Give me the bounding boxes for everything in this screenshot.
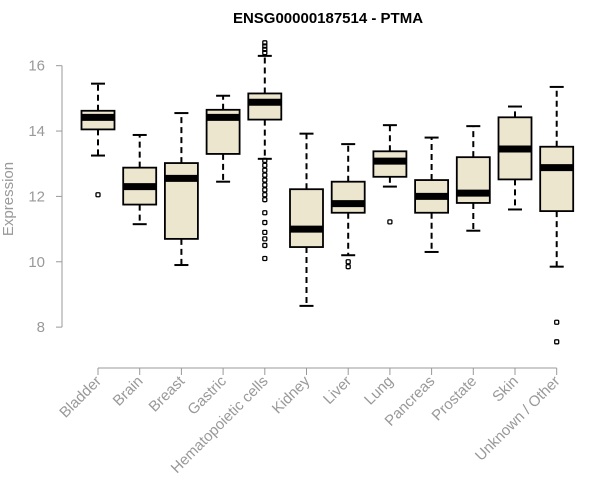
- x-tick-label: Skin: [489, 373, 522, 406]
- outlier-point: [262, 236, 268, 242]
- outlier-point: [262, 172, 268, 178]
- box-group: [330, 143, 366, 270]
- box-group: [372, 124, 408, 225]
- y-tick-label: 12: [28, 188, 45, 205]
- outlier-point: [262, 167, 268, 173]
- box-group: [205, 94, 241, 183]
- outlier-point: [345, 259, 351, 265]
- outlier-point: [387, 219, 393, 225]
- x-tick-label: Breast: [146, 372, 189, 415]
- outlier-point: [262, 210, 268, 216]
- outlier-point: [554, 319, 560, 325]
- box-group: [414, 136, 450, 253]
- y-tick-label: 8: [37, 319, 45, 336]
- box-group: [80, 82, 116, 198]
- x-tick-label: Prostate: [429, 373, 481, 425]
- outlier-point: [262, 192, 268, 198]
- outlier-point: [262, 46, 268, 52]
- y-axis: 8 10 12 14 16: [28, 58, 63, 336]
- outlier-point: [262, 40, 268, 46]
- box-group: [497, 105, 533, 211]
- outlier-point: [95, 192, 101, 198]
- outlier-point: [262, 157, 268, 164]
- iqr-box: [330, 180, 366, 214]
- outlier-point: [262, 182, 268, 188]
- outlier-point: [345, 264, 351, 270]
- y-tick-label: 14: [28, 123, 45, 140]
- chart-title: ENSG00000187514 - PTMA: [233, 10, 423, 27]
- outlier-point: [554, 339, 560, 345]
- outlier-point: [262, 219, 268, 226]
- x-tick-label: Lung: [361, 373, 397, 409]
- y-tick-label: 16: [28, 58, 45, 75]
- outlier-point: [262, 187, 268, 193]
- box-group: [289, 132, 324, 307]
- x-tick-label: Liver: [320, 373, 355, 408]
- outlier-point: [262, 197, 268, 203]
- box-group: [539, 85, 575, 345]
- box-group: [247, 40, 283, 262]
- iqr-box: [289, 188, 324, 248]
- iqr-box: [163, 162, 199, 240]
- outlier-point: [262, 49, 268, 56]
- iqr-box: [247, 92, 283, 121]
- outlier-point: [262, 242, 268, 249]
- box-group: [122, 133, 158, 226]
- box-group: [163, 112, 199, 267]
- outlier-point: [262, 255, 268, 262]
- box-group: [455, 125, 491, 232]
- y-tick-label: 10: [28, 254, 45, 271]
- outlier-point: [262, 177, 268, 183]
- outlier-point: [262, 162, 268, 169]
- plot-area: [80, 40, 575, 345]
- x-tick-label: Brain: [110, 373, 147, 410]
- x-tick-label: Kidney: [269, 372, 314, 417]
- y-axis-label: Expression: [0, 162, 17, 236]
- x-tick-label: Bladder: [56, 373, 105, 422]
- iqr-box: [539, 145, 575, 213]
- outlier-point: [262, 229, 268, 236]
- outlier-point: [262, 43, 268, 49]
